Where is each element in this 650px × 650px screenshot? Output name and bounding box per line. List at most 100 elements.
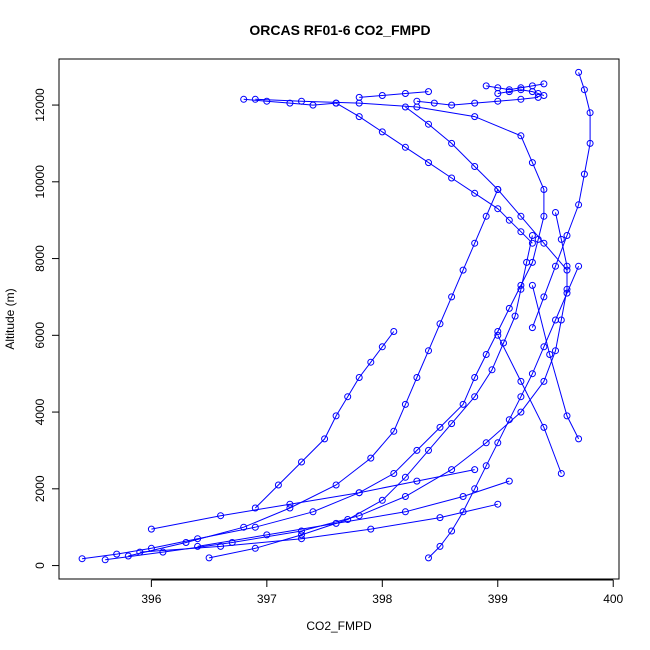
data-point bbox=[482, 351, 490, 358]
y-tick-label: 4000 bbox=[33, 398, 47, 425]
data-point bbox=[459, 493, 467, 500]
data-point bbox=[286, 500, 294, 508]
data-point bbox=[517, 408, 525, 416]
x-tick-label: 399 bbox=[488, 592, 508, 606]
data-series bbox=[101, 209, 571, 564]
data-point bbox=[482, 462, 490, 470]
data-point bbox=[505, 86, 513, 94]
data-point bbox=[205, 554, 213, 562]
data-point bbox=[240, 523, 248, 531]
data-point bbox=[425, 347, 432, 355]
data-point bbox=[344, 516, 352, 523]
data-point bbox=[298, 535, 305, 543]
data-point bbox=[494, 186, 502, 193]
data-point bbox=[298, 458, 305, 466]
data-point bbox=[482, 212, 490, 220]
data-point bbox=[436, 320, 444, 328]
data-point bbox=[488, 366, 496, 374]
data-point bbox=[552, 347, 559, 355]
data-point bbox=[436, 542, 444, 550]
data-point bbox=[332, 412, 340, 420]
data-point bbox=[494, 500, 502, 508]
data-point bbox=[471, 163, 479, 170]
series-line bbox=[139, 503, 498, 553]
data-point bbox=[263, 97, 271, 105]
series-line bbox=[531, 72, 591, 328]
data-point bbox=[390, 470, 398, 477]
data-point bbox=[367, 454, 375, 462]
data-point bbox=[552, 209, 559, 216]
data-point bbox=[557, 470, 565, 477]
data-point bbox=[528, 232, 536, 239]
data-point bbox=[425, 120, 432, 128]
y-axis: 0 2000 4000 6000 8000 10000 12000 bbox=[33, 88, 60, 569]
data-point bbox=[471, 374, 479, 381]
data-point bbox=[471, 189, 479, 197]
data-point bbox=[217, 542, 225, 550]
data-point bbox=[401, 473, 409, 481]
data-point bbox=[575, 435, 583, 443]
data-series bbox=[494, 331, 565, 477]
series-line bbox=[335, 102, 533, 244]
data-point bbox=[575, 68, 583, 76]
data-point bbox=[563, 289, 571, 297]
data-point bbox=[494, 97, 502, 105]
data-point bbox=[355, 374, 363, 381]
y-tick-label: 2000 bbox=[33, 475, 47, 502]
y-axis-label: Altitude (m) bbox=[3, 288, 17, 349]
data-point bbox=[552, 262, 559, 270]
y-tick-label: 10000 bbox=[33, 165, 47, 199]
x-axis-label: CO2_FMPD bbox=[306, 619, 372, 633]
data-point bbox=[378, 92, 386, 99]
data-series bbox=[136, 500, 502, 556]
data-point bbox=[413, 446, 421, 454]
data-point bbox=[240, 95, 248, 103]
data-point bbox=[575, 201, 583, 209]
data-point bbox=[251, 523, 259, 531]
data-point bbox=[540, 377, 548, 385]
data-point bbox=[448, 293, 456, 301]
data-point bbox=[528, 239, 536, 247]
series-line bbox=[497, 89, 545, 96]
data-point bbox=[563, 232, 571, 239]
data-point bbox=[298, 527, 305, 535]
data-point bbox=[401, 493, 409, 500]
x-tick-label: 398 bbox=[372, 592, 392, 606]
data-point bbox=[528, 159, 536, 167]
data-point bbox=[159, 548, 167, 556]
data-point bbox=[436, 423, 444, 431]
data-point bbox=[575, 262, 583, 270]
data-point bbox=[540, 293, 548, 301]
data-point bbox=[505, 216, 513, 224]
data-point bbox=[321, 435, 329, 443]
y-tick-label: 8000 bbox=[33, 245, 47, 272]
data-point bbox=[517, 285, 525, 293]
data-point bbox=[448, 139, 456, 147]
data-point bbox=[517, 86, 525, 94]
series-line bbox=[497, 335, 562, 474]
data-point bbox=[505, 304, 513, 312]
data-point bbox=[124, 552, 132, 560]
plot-area bbox=[78, 68, 594, 564]
data-point bbox=[425, 88, 432, 96]
data-point bbox=[147, 525, 155, 533]
data-point bbox=[448, 527, 456, 535]
data-point bbox=[540, 212, 548, 220]
data-point bbox=[459, 266, 467, 274]
data-point bbox=[517, 95, 525, 103]
data-point bbox=[413, 374, 421, 381]
data-point bbox=[286, 504, 294, 512]
data-point bbox=[378, 343, 386, 351]
data-point bbox=[494, 331, 502, 339]
data-series bbox=[147, 466, 479, 533]
data-point bbox=[586, 109, 594, 117]
data-series bbox=[494, 86, 548, 99]
data-point bbox=[586, 139, 594, 147]
data-point bbox=[517, 132, 525, 140]
data-point bbox=[332, 519, 340, 527]
data-point bbox=[471, 393, 479, 401]
data-point bbox=[482, 439, 490, 447]
data-point bbox=[378, 128, 386, 136]
data-point bbox=[355, 93, 363, 101]
data-point bbox=[580, 86, 588, 94]
